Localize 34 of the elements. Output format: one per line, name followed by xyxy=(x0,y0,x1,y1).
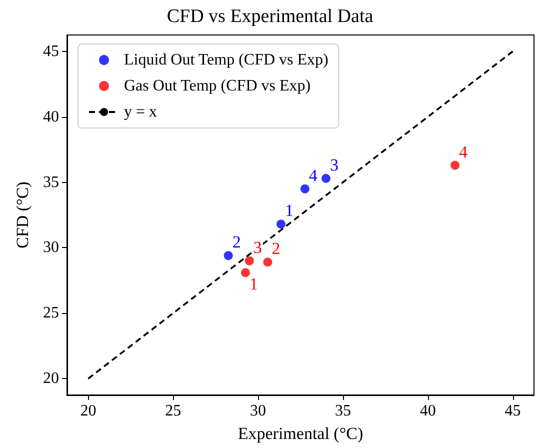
annotation: 3 xyxy=(330,155,338,174)
x-tick-label: 30 xyxy=(250,402,266,420)
y-tick-label: 25 xyxy=(43,304,59,322)
point xyxy=(450,160,460,170)
chart-title: CFD vs Experimental Data xyxy=(166,6,374,27)
y-tick-label: 40 xyxy=(43,108,59,126)
annotation: 4 xyxy=(308,166,318,185)
annotation: 1 xyxy=(284,201,294,220)
x-tick-label: 40 xyxy=(420,402,436,420)
legend-label: y = x xyxy=(124,104,158,120)
legend-label: Liquid Out Temp (CFD vs Exp) xyxy=(124,52,328,68)
legend-label: Gas Out Temp (CFD vs Exp) xyxy=(124,78,311,94)
x-axis-title: Experimental (°C) xyxy=(238,424,364,443)
y-tick-label: 30 xyxy=(43,239,59,256)
annotation: 4 xyxy=(459,142,468,162)
annotation: 2 xyxy=(232,232,241,252)
x-tick-label: 45 xyxy=(504,402,521,420)
annotation: 2 xyxy=(272,239,280,258)
y-tick-label: 45 xyxy=(43,42,59,60)
point xyxy=(244,256,254,266)
point xyxy=(224,251,233,260)
point xyxy=(300,184,310,194)
point xyxy=(240,268,250,278)
y-tick-label: 20 xyxy=(43,370,59,388)
point xyxy=(263,258,272,267)
x-tick-label: 35 xyxy=(334,402,351,420)
annotation: 3 xyxy=(253,238,262,257)
point xyxy=(321,174,330,183)
x-tick-label: 20 xyxy=(80,402,96,420)
x-tick-label: 25 xyxy=(165,402,182,420)
y-axis-title: CFD (°C) xyxy=(13,182,32,248)
annotation: 1 xyxy=(249,274,258,294)
y-tick-label: 35 xyxy=(43,174,59,191)
point xyxy=(276,220,286,229)
